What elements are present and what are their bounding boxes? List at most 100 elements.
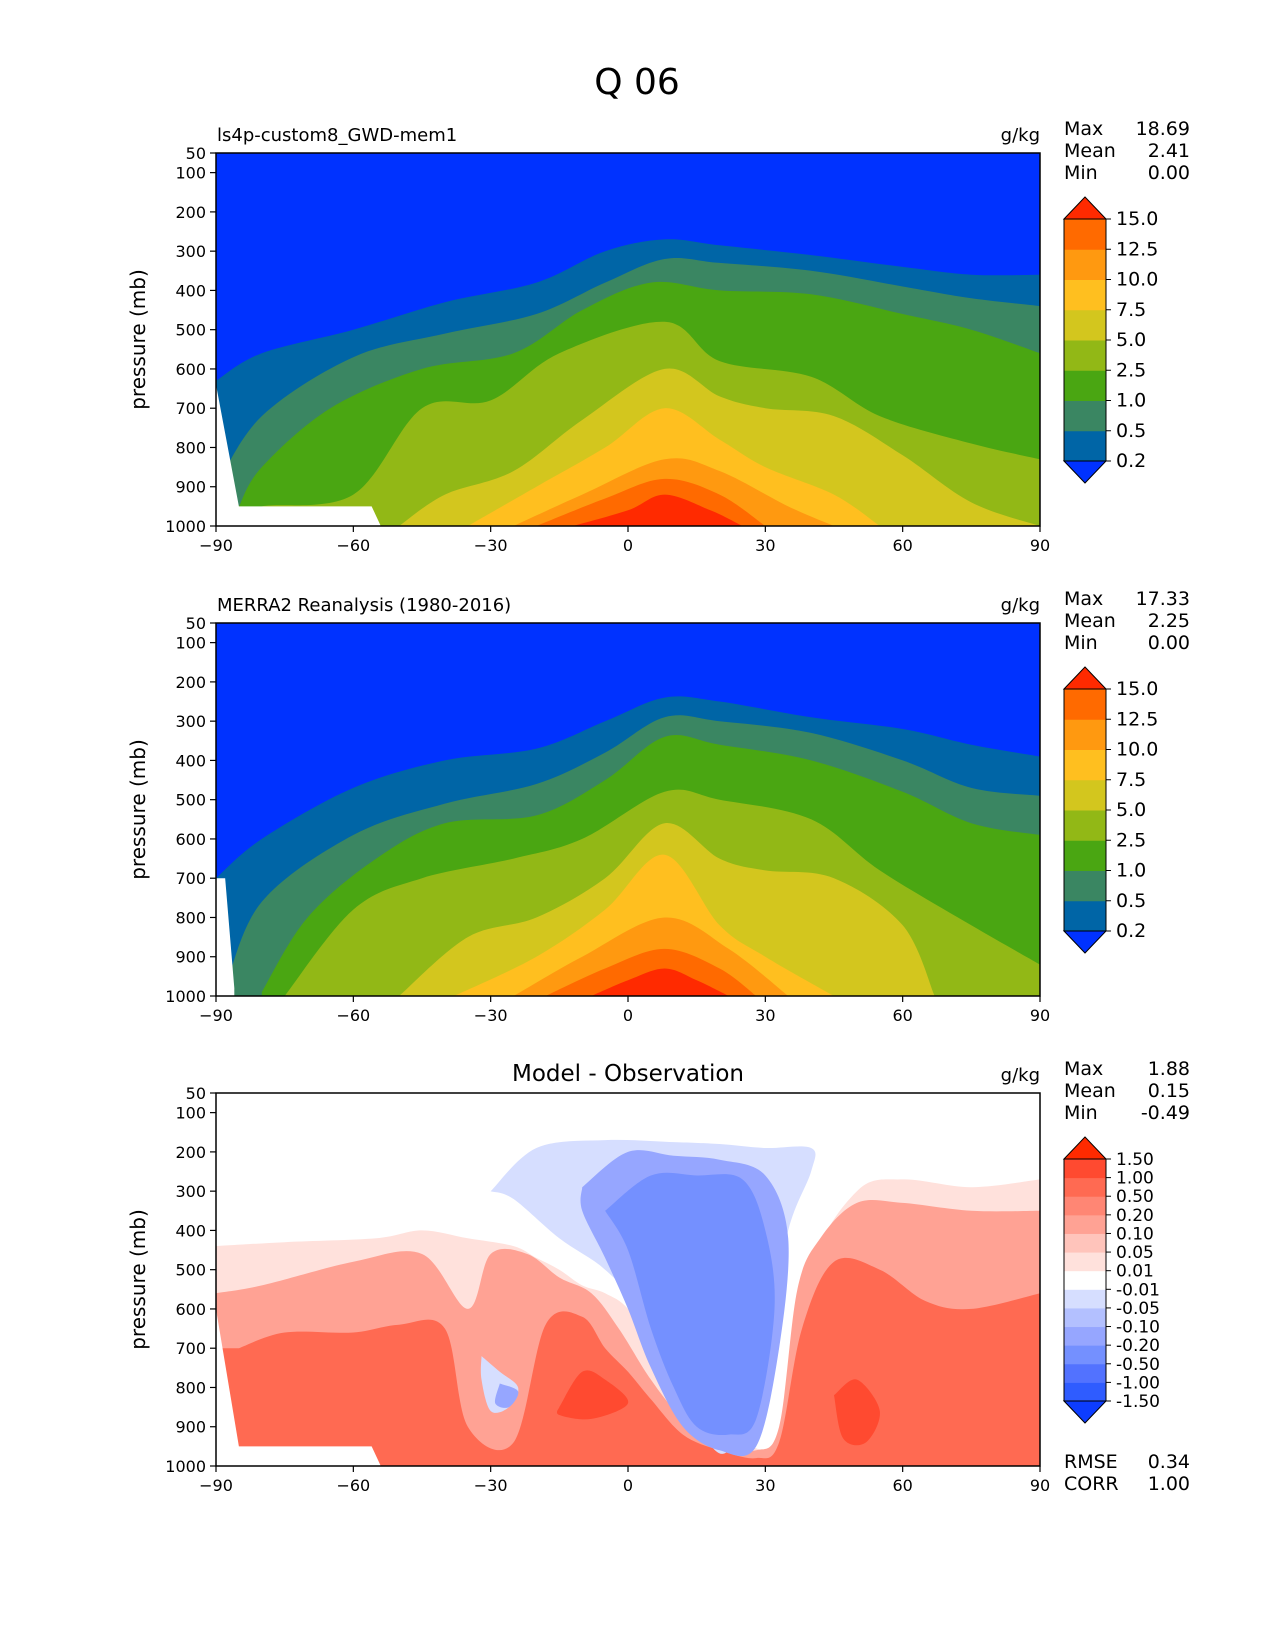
corr-value: 1.00 bbox=[1148, 1473, 1190, 1495]
colorbar-label: 1.0 bbox=[1116, 390, 1146, 412]
colorbar-label: -0.20 bbox=[1116, 1336, 1160, 1356]
y-tick-label: 900 bbox=[175, 478, 206, 497]
colorbar-segment bbox=[1064, 340, 1106, 371]
colorbar-label: 1.00 bbox=[1116, 1169, 1154, 1189]
y-tick-label: 900 bbox=[175, 948, 206, 967]
stat-label: Mean bbox=[1064, 140, 1116, 162]
colorbar: 15.0 12.5 10.0 7.5 5.0 2.5 1.0 0.5 0.2 bbox=[1062, 196, 1158, 484]
x-tick-label: −30 bbox=[474, 1006, 508, 1025]
y-tick-label: 800 bbox=[175, 908, 206, 927]
colorbar-label: 0.50 bbox=[1116, 1187, 1154, 1207]
negative-anomaly-region bbox=[605, 1172, 775, 1436]
stat-value: 0.00 bbox=[1148, 632, 1190, 654]
colorbar-segment bbox=[1064, 840, 1106, 871]
colorbar-extend-max bbox=[1062, 196, 1108, 220]
stat-value: 2.25 bbox=[1148, 610, 1190, 632]
y-tick-label: 600 bbox=[175, 360, 206, 379]
rmse-label: RMSE bbox=[1064, 1451, 1118, 1473]
colorbar-label: 0.2 bbox=[1116, 450, 1146, 472]
positive-anomaly-region bbox=[556, 1370, 629, 1420]
colorbar-segment bbox=[1064, 1307, 1106, 1328]
y-tick-label: 200 bbox=[175, 673, 206, 692]
contour-fill-level bbox=[591, 968, 729, 996]
x-tick-label: −60 bbox=[336, 536, 370, 555]
y-tick-label: 300 bbox=[175, 1182, 206, 1201]
x-tick-label: 0 bbox=[623, 1006, 633, 1025]
y-tick-label: 700 bbox=[175, 869, 206, 888]
colorbar-label: 0.2 bbox=[1116, 920, 1146, 942]
contour-field bbox=[216, 1093, 1040, 1466]
contour-field bbox=[216, 623, 1040, 996]
x-tick-label: −90 bbox=[199, 536, 233, 555]
colorbar-segment bbox=[1064, 779, 1106, 811]
x-tick-label: 0 bbox=[623, 536, 633, 555]
x-tick-label: −90 bbox=[199, 1006, 233, 1025]
colorbar-label: 15.0 bbox=[1116, 678, 1158, 700]
colorbar-label: 2.5 bbox=[1116, 829, 1146, 851]
y-tick-label: 100 bbox=[175, 1104, 206, 1123]
positive-anomaly-region bbox=[216, 1257, 1040, 1466]
colorbar-segment bbox=[1064, 749, 1106, 781]
x-tick-label: 30 bbox=[755, 1476, 775, 1495]
x-tick-label: 0 bbox=[623, 1476, 633, 1495]
colorbar-segment bbox=[1064, 1363, 1106, 1383]
colorbar-segment bbox=[1064, 249, 1106, 280]
y-tick-label: 500 bbox=[175, 791, 206, 810]
y-tick-label: 50 bbox=[186, 144, 206, 163]
y-axis-label: pressure (mb) bbox=[126, 739, 150, 880]
negative-anomaly-region bbox=[494, 1383, 519, 1408]
figure-title: Q 06 bbox=[594, 62, 680, 103]
colorbar-label: 10.0 bbox=[1116, 739, 1158, 761]
x-tick-label: 60 bbox=[892, 1006, 912, 1025]
colorbar-label: 5.0 bbox=[1116, 799, 1146, 821]
y-tick-label: 50 bbox=[186, 614, 206, 633]
colorbar-label: 0.01 bbox=[1116, 1262, 1154, 1282]
colorbar-label: 0.05 bbox=[1116, 1243, 1154, 1263]
colorbar-label: 1.50 bbox=[1116, 1150, 1154, 1170]
missing-data-region bbox=[216, 1308, 381, 1466]
stat-value: 2.41 bbox=[1148, 140, 1190, 162]
y-tick-label: 200 bbox=[175, 1143, 206, 1162]
y-tick-label: 400 bbox=[175, 751, 206, 770]
x-tick-label: −90 bbox=[199, 1476, 233, 1495]
units-label: g/kg bbox=[1001, 1065, 1040, 1086]
colorbar-label: -1.00 bbox=[1116, 1373, 1160, 1393]
colorbar: 15.0 12.5 10.0 7.5 5.0 2.5 1.0 0.5 0.2 bbox=[1062, 666, 1158, 954]
colorbar-label: 12.5 bbox=[1116, 708, 1158, 730]
y-tick-label: 400 bbox=[175, 281, 206, 300]
y-tick-label: 400 bbox=[175, 1221, 206, 1240]
x-tick-label: 60 bbox=[892, 1476, 912, 1495]
stat-label: Min bbox=[1064, 632, 1098, 654]
x-tick-label: −60 bbox=[336, 1006, 370, 1025]
colorbar-segment bbox=[1064, 1270, 1106, 1290]
x-tick-label: 30 bbox=[755, 536, 775, 555]
colorbar-segment bbox=[1064, 1382, 1106, 1402]
missing-data-region bbox=[216, 878, 235, 996]
colorbar-label: 10.0 bbox=[1116, 269, 1158, 291]
stat-value: -0.49 bbox=[1141, 1102, 1190, 1124]
colorbar-label: -0.05 bbox=[1116, 1299, 1160, 1319]
y-tick-label: 900 bbox=[175, 1418, 206, 1437]
x-tick-label: 60 bbox=[892, 536, 912, 555]
colorbar-label: 2.5 bbox=[1116, 359, 1146, 381]
colorbar-extend-max bbox=[1062, 666, 1108, 690]
colorbar-segment bbox=[1064, 1177, 1106, 1197]
panels: −90 −60 −30 0 30 60 90501002003004005006007008… bbox=[126, 118, 1190, 1495]
colorbar-segment bbox=[1064, 309, 1106, 341]
colorbar-segment bbox=[1064, 689, 1106, 720]
colorbar-segment bbox=[1064, 370, 1106, 401]
y-tick-label: 100 bbox=[175, 634, 206, 653]
missing-data-region bbox=[216, 384, 381, 526]
stat-label: Max bbox=[1064, 588, 1103, 610]
stat-value: 18.69 bbox=[1136, 118, 1190, 140]
panel-title: ls4p-custom8_GWD-mem1 bbox=[217, 125, 457, 146]
colorbar-extend-min bbox=[1062, 1400, 1108, 1424]
colorbar-extend-min bbox=[1062, 930, 1108, 954]
stat-value: 17.33 bbox=[1136, 588, 1190, 610]
colorbar-frame bbox=[1063, 1158, 1107, 1402]
colorbar-label: 0.5 bbox=[1116, 420, 1146, 442]
